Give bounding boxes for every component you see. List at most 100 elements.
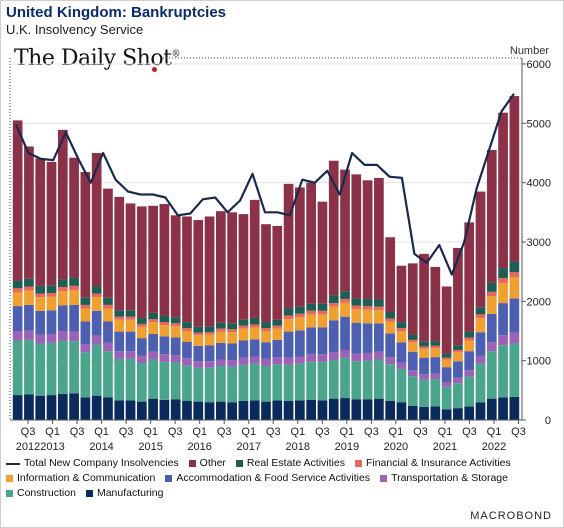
- bar-segment-transportation-storage: [385, 357, 396, 365]
- legend-label: Total New Company Insolvencies: [24, 457, 179, 469]
- bar-segment-information-communication: [261, 331, 271, 343]
- bar-segment-real-estate-activities: [374, 299, 384, 307]
- bar-segment-real-estate-activities: [509, 261, 520, 273]
- bar-segment-information-communication: [91, 297, 102, 311]
- bar-segment-manufacturing: [12, 395, 23, 420]
- bar-segment-construction: [509, 343, 520, 397]
- bar-segment-construction: [69, 341, 79, 394]
- bar-segment-construction: [227, 366, 237, 403]
- bar-segment-financial-insurance-activities: [464, 337, 475, 341]
- bar-segment-information-communication: [125, 319, 136, 332]
- bar-segment-accommodation-food-service-activities: [103, 321, 113, 343]
- bar-segment-manufacturing: [306, 399, 317, 420]
- bar-segment-accommodation-food-service-activities: [148, 333, 158, 352]
- legend-item: Information & Communication: [6, 471, 155, 486]
- bar-segment-transportation-storage: [24, 330, 34, 340]
- bar-segment-other: [407, 263, 418, 335]
- bar-segment-information-communication: [475, 317, 486, 333]
- x-tick-label: Q1: [192, 426, 207, 438]
- bar-segment-transportation-storage: [46, 333, 57, 343]
- bar-segment-accommodation-food-service-activities: [182, 341, 192, 359]
- bar-segment-information-communication: [385, 321, 396, 334]
- bar-segment-financial-insurance-activities: [103, 304, 113, 309]
- bar-segment-construction: [125, 358, 136, 401]
- bar-segment-construction: [272, 364, 283, 401]
- bar-segment-manufacturing: [114, 400, 125, 420]
- bar-segment-manufacturing: [419, 406, 429, 420]
- bar-segment-construction: [91, 344, 102, 396]
- bar-segment-financial-insurance-activities: [385, 318, 396, 322]
- bar-segment-construction: [283, 364, 294, 402]
- chart-title: United Kingdom: Bankruptcies: [6, 4, 227, 21]
- x-tick-label: Q1: [340, 426, 355, 438]
- bar-segment-information-communication: [396, 331, 407, 343]
- bar-segment-transportation-storage: [136, 355, 147, 364]
- bar-segment-financial-insurance-activities: [136, 323, 147, 327]
- bar-segment-accommodation-food-service-activities: [238, 340, 249, 358]
- bar-segment-construction: [215, 366, 226, 402]
- bar-segment-other: [283, 183, 294, 309]
- bar-segment-other: [24, 146, 34, 279]
- bar-segment-manufacturing: [227, 402, 237, 420]
- bar-segment-accommodation-food-service-activities: [12, 306, 23, 331]
- bar-segment-construction: [385, 364, 396, 402]
- bar-segment-manufacturing: [170, 399, 181, 420]
- bar-segment-financial-insurance-activities: [204, 332, 215, 335]
- bar-segment-real-estate-activities: [249, 317, 260, 325]
- bar-segment-real-estate-activities: [283, 308, 294, 316]
- bar-segment-information-communication: [328, 306, 339, 321]
- bar-segment-real-estate-activities: [35, 285, 46, 294]
- bar-segment-accommodation-food-service-activities: [283, 331, 294, 358]
- y-axis: 0 1000 2000 3000 4000 5000 6000: [521, 58, 551, 427]
- bar-segment-transportation-storage: [453, 377, 463, 384]
- bar-segment-accommodation-food-service-activities: [125, 331, 136, 352]
- bar-segment-accommodation-food-service-activities: [453, 361, 463, 378]
- bar-segment-other: [35, 158, 46, 286]
- bar-segment-real-estate-activities: [396, 322, 407, 329]
- bar-segment-accommodation-food-service-activities: [396, 342, 407, 363]
- legend-item: Financial & Insurance Activities: [354, 456, 511, 471]
- bar-segment-transportation-storage: [159, 354, 170, 362]
- bar-segment-transportation-storage: [103, 342, 113, 352]
- bar-segment-other: [486, 150, 497, 283]
- bar-segment-other: [498, 112, 508, 269]
- x-tick-label: Q1: [94, 426, 109, 438]
- x-year-label: 2020: [384, 441, 408, 453]
- bar-segment-manufacturing: [193, 401, 204, 420]
- bar-segment-financial-insurance-activities: [509, 272, 520, 278]
- bar-segment-transportation-storage: [340, 349, 350, 358]
- bar-segment-transportation-storage: [57, 331, 68, 341]
- bar-segment-other: [374, 177, 384, 300]
- bar-segment-financial-insurance-activities: [227, 329, 237, 333]
- bar-segment-other: [464, 222, 475, 332]
- x-axis: Q3 2012 Q1 2013 Q3 Q1 2014 Q3 Q1 2015 Q3 Q1 2016 Q3 Q1…: [10, 419, 526, 453]
- bar-segment-manufacturing: [283, 401, 294, 420]
- bar-segment-financial-insurance-activities: [419, 346, 429, 349]
- bar-segment-other: [340, 169, 350, 292]
- bar-segment-construction: [306, 361, 317, 400]
- x-year-label: 2019: [335, 441, 359, 453]
- bar-segment-manufacturing: [385, 401, 396, 420]
- bar-segment-real-estate-activities: [46, 285, 57, 294]
- bar-segment-construction: [317, 361, 328, 401]
- bar-segment-manufacturing: [475, 402, 486, 420]
- bar-segment-information-communication: [351, 309, 362, 323]
- bar-segment-manufacturing: [136, 401, 147, 420]
- bar-segment-transportation-storage: [283, 357, 294, 365]
- bar-segment-manufacturing: [362, 399, 373, 420]
- bar-segment-other: [419, 253, 429, 342]
- bar-segment-information-communication: [69, 290, 79, 305]
- bar-segment-transportation-storage: [419, 374, 429, 380]
- bar-segment-financial-insurance-activities: [12, 288, 23, 293]
- bar-segment-manufacturing: [396, 402, 407, 420]
- bar-segment-information-communication: [170, 326, 181, 338]
- bar-segment-information-communication: [464, 340, 475, 352]
- bar-segment-financial-insurance-activities: [272, 325, 283, 329]
- legend-label: Information & Communication: [17, 472, 156, 484]
- bar-segment-information-communication: [374, 310, 384, 324]
- bar-segment-other: [46, 161, 57, 286]
- bar-segment-accommodation-food-service-activities: [91, 310, 102, 336]
- bar-segment-transportation-storage: [509, 332, 520, 344]
- bar-segment-real-estate-activities: [91, 286, 102, 294]
- bar-segment-transportation-storage: [261, 358, 271, 367]
